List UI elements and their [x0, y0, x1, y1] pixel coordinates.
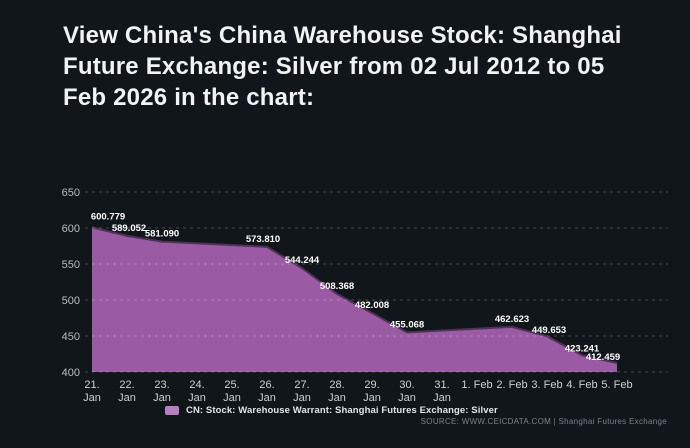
x-axis-label-1: 21. Jan — [83, 379, 101, 404]
area-series-line — [91, 226, 618, 364]
page-title-line-2: Future Exchange: Silver from 02 Jul 2012… — [63, 53, 605, 80]
area-series-fill[interactable] — [92, 227, 617, 372]
data-label-544.244: 544.244 — [285, 255, 320, 266]
x-axis-label-5: 25. Jan — [223, 379, 241, 404]
y-axis-label-650: 650 — [62, 187, 80, 199]
page-title-line-1: View China's China Warehouse Stock: Shan… — [63, 22, 622, 49]
source-attribution: SOURCE: WWW.CEICDATA.COM | Shanghai Futu… — [420, 417, 667, 426]
legend-item[interactable]: CN: Stock: Warehouse Warrant: Shanghai F… — [165, 405, 498, 416]
data-label-482.008: 482.008 — [355, 300, 389, 311]
x-axis-label-2: 22. Jan — [118, 379, 136, 404]
x-axis-label-14: 3. Feb — [531, 379, 562, 391]
data-label-449.653: 449.653 — [532, 325, 566, 336]
data-label-589.052: 589.052 — [112, 223, 146, 234]
x-axis-label-11: 31. Jan — [433, 379, 451, 404]
page-title-line-3: Feb 2026 in the chart: — [63, 84, 315, 111]
data-label-581.090: 581.090 — [145, 229, 179, 240]
data-label-600.779: 600.779 — [91, 211, 125, 222]
data-label-462.623: 462.623 — [495, 314, 529, 325]
x-axis-label-3: 23. Jan — [153, 379, 171, 404]
x-axis-label-16: 5. Feb — [601, 379, 632, 391]
y-axis-label-550: 550 — [62, 259, 80, 271]
x-axis-label-15: 4. Feb — [566, 379, 597, 391]
y-axis-label-450: 450 — [62, 331, 80, 343]
legend-swatch-icon — [165, 406, 179, 415]
x-axis-label-9: 29. Jan — [363, 379, 381, 404]
data-label-423.241: 423.241 — [565, 343, 600, 354]
data-label-508.368: 508.368 — [320, 281, 354, 292]
data-label-412.459: 412.459 — [586, 352, 620, 363]
y-axis-label-500: 500 — [62, 295, 80, 307]
y-axis-label-600: 600 — [62, 223, 80, 235]
x-axis-label-13: 2. Feb — [496, 379, 527, 391]
x-axis-label-6: 26. Jan — [258, 379, 276, 404]
data-label-455.068: 455.068 — [390, 319, 424, 330]
page-title: View China's China Warehouse Stock: Shan… — [63, 20, 643, 113]
x-axis-label-4: 24. Jan — [188, 379, 206, 404]
y-axis-label-400: 400 — [62, 367, 80, 379]
x-axis-label-7: 27. Jan — [293, 379, 311, 404]
legend-label: CN: Stock: Warehouse Warrant: Shanghai F… — [186, 405, 498, 416]
x-axis-label-10: 30. Jan — [398, 379, 416, 404]
data-label-573.810: 573.810 — [246, 234, 280, 245]
x-axis-label-8: 28. Jan — [328, 379, 346, 404]
x-axis-label-12: 1. Feb — [461, 379, 492, 391]
